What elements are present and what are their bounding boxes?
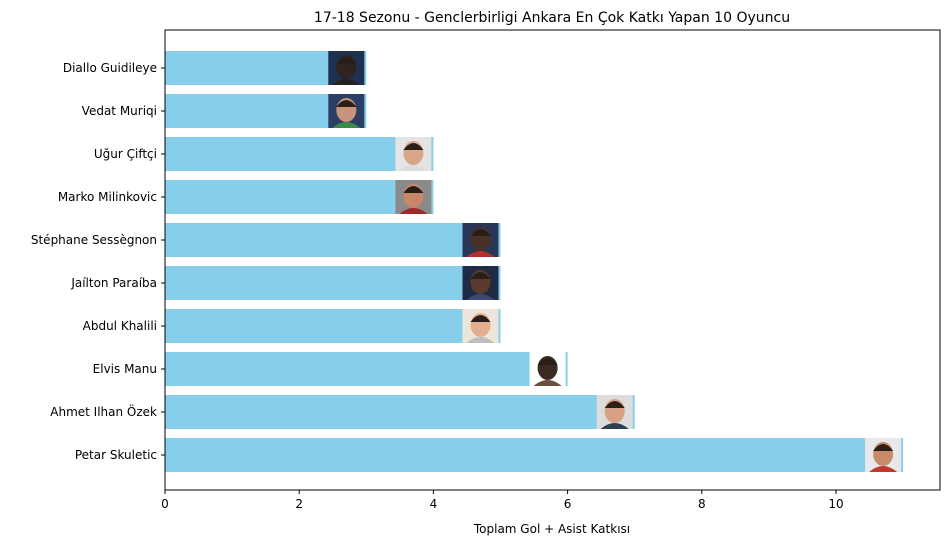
bar (165, 309, 501, 343)
face-photo-icon (529, 352, 566, 386)
bar (165, 352, 568, 386)
y-tick-label: Jaílton Paraíba (70, 276, 157, 290)
x-axis-label: Toplam Gol + Asist Katkısı (473, 522, 630, 536)
y-tick-label: Marko Milinkovic (58, 190, 157, 204)
bar (165, 180, 434, 214)
face-photo-icon (462, 266, 499, 300)
y-axis-ticks: Petar Skuletic Ahmet Ilhan Özek Elvis Manu… (31, 61, 165, 462)
face-photo-icon (328, 51, 365, 85)
x-tick-label: 2 (295, 497, 303, 511)
x-tick-label: 8 (698, 497, 706, 511)
y-tick-label: Abdul Khalili (83, 319, 157, 333)
face-photo-icon (462, 309, 499, 343)
face-photo-icon (395, 180, 432, 214)
y-tick-label: Vedat Muriqi (82, 104, 157, 118)
face-photo-icon (865, 438, 902, 472)
bar (165, 395, 635, 429)
y-tick-label: Stéphane Sessègnon (31, 233, 157, 247)
y-tick-label: Ahmet Ilhan Özek (50, 403, 157, 419)
bar (165, 137, 434, 171)
x-tick-label: 4 (430, 497, 438, 511)
bars-group (165, 51, 904, 472)
face-photo-icon (596, 395, 633, 429)
bar (165, 266, 501, 300)
y-tick-label: Diallo Guidileye (63, 61, 157, 75)
x-tick-label: 10 (828, 497, 843, 511)
plot-frame (164, 29, 941, 491)
x-axis-ticks: 0 2 4 6 8 10 (161, 490, 844, 511)
face-photo-icon (462, 223, 499, 257)
x-tick-label: 0 (161, 497, 169, 511)
face-photo-icon (328, 94, 365, 128)
x-tick-label: 6 (564, 497, 572, 511)
face-photo-icon (395, 137, 432, 171)
y-tick-label: Elvis Manu (93, 362, 157, 376)
bar (165, 438, 904, 472)
y-tick-label: Petar Skuletic (75, 448, 157, 462)
y-tick-label: Uğur Çiftçi (94, 147, 157, 161)
chart-title: 17-18 Sezonu - Genclerbirligi Ankara En … (314, 10, 790, 26)
bar (165, 223, 501, 257)
player-photos-group (328, 51, 902, 472)
